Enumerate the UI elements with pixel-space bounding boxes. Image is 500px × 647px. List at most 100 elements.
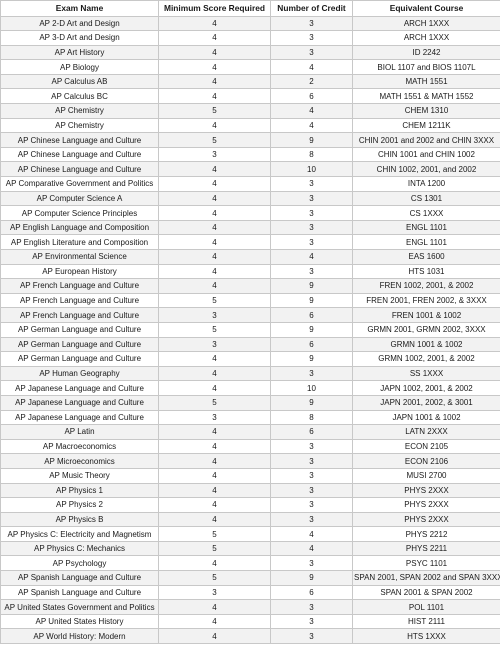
equivalent-course-cell: HTS 1031 [352,263,500,280]
equivalent-course-cell: ID 2242 [352,44,500,61]
credit-cell: 6 [270,336,353,353]
minimum-score-cell: 4 [158,88,271,105]
exam-name-cell: AP Biology [0,59,159,75]
credit-cell: 9 [270,351,353,367]
table-row: AP European History 4 3 HTS 1031 [0,263,500,280]
minimum-score-cell: 3 [158,307,271,323]
minimum-score-cell: 4 [158,599,271,615]
credit-cell: 3 [270,511,353,528]
equivalent-course-cell: POL 1101 [352,599,500,615]
minimum-score-cell: 4 [158,219,271,236]
table-row: AP Physics C: Electricity and Magnetism 5… [0,526,500,542]
credit-cell: 3 [270,467,353,484]
minimum-score-cell: 4 [158,30,271,46]
minimum-score-cell: 5 [158,570,271,586]
exam-name-cell: AP Physics C: Mechanics [0,540,159,557]
credit-cell: 3 [270,365,353,382]
table-row: AP Calculus AB 4 2 MATH 1551 [0,73,500,90]
credit-cell: 10 [270,161,353,178]
credit-cell: 3 [270,453,353,469]
minimum-score-cell: 4 [158,205,271,221]
minimum-score-cell: 4 [158,467,271,484]
table-row: AP 2-D Art and Design 4 3 ARCH 1XXX [0,15,500,32]
equivalent-course-cell: GRMN 1001 & 1002 [352,336,500,353]
table-row: AP Calculus BC 4 6 MATH 1551 & MATH 1552 [0,88,500,105]
credit-cell: 3 [270,15,353,32]
exam-name-cell: AP French Language and Culture [0,278,159,294]
credit-cell: 9 [270,394,353,411]
table-body: AP 2-D Art and Design 4 3 ARCH 1XXX AP 3-D A… [0,15,500,645]
equivalent-course-cell: SPAN 2001 & SPAN 2002 [352,584,500,601]
minimum-score-cell: 4 [158,511,271,528]
equivalent-course-cell: CHIN 2001 and 2002 and CHIN 3XXX [352,132,500,148]
credit-cell: 4 [270,249,353,265]
exam-name-cell: AP United States Government and Politics [0,599,159,615]
equivalent-course-cell: FREN 2001, FREN 2002, & 3XXX [352,292,500,309]
exam-name-cell: AP Physics C: Electricity and Magnetism [0,526,159,542]
table-row: AP Japanese Language and Culture 3 8 JAPN 1… [0,409,500,426]
exam-name-cell: AP Calculus AB [0,73,159,90]
table-row: AP French Language and Culture 5 9 FREN 200… [0,292,500,309]
equivalent-course-cell: LATN 2XXX [352,424,500,440]
table-row: AP Computer Science A 4 3 CS 1301 [0,190,500,207]
credit-cell: 3 [270,613,353,630]
equivalent-course-cell: ENGL 1101 [352,234,500,250]
minimum-score-cell: 4 [158,249,271,265]
header-minimum-score: Minimum Score Required [158,0,271,17]
table-row: AP Music Theory 4 3 MUSI 2700 [0,467,500,484]
table-row: AP Human Geography 4 3 SS 1XXX [0,365,500,382]
minimum-score-cell: 4 [158,190,271,207]
credit-cell: 6 [270,584,353,601]
equivalent-course-cell: FREN 1002, 2001, & 2002 [352,278,500,294]
exam-name-cell: AP Computer Science A [0,190,159,207]
exam-name-cell: AP United States History [0,613,159,630]
table-row: AP German Language and Culture 5 9 GRMN 200… [0,321,500,338]
equivalent-course-cell: MUSI 2700 [352,467,500,484]
credit-cell: 6 [270,424,353,440]
exam-name-cell: AP Comparative Government and Politics [0,176,159,192]
equivalent-course-cell: CS 1XXX [352,205,500,221]
equivalent-course-cell: SS 1XXX [352,365,500,382]
credit-cell: 9 [270,278,353,294]
equivalent-course-cell: CS 1301 [352,190,500,207]
minimum-score-cell: 4 [158,613,271,630]
exam-name-cell: AP Chemistry [0,117,159,134]
minimum-score-cell: 4 [158,15,271,32]
exam-name-cell: AP Physics 2 [0,497,159,513]
table-row: AP Art History 4 3 ID 2242 [0,44,500,61]
exam-name-cell: AP Chemistry [0,103,159,119]
exam-name-cell: AP Spanish Language and Culture [0,584,159,601]
equivalent-course-cell: EAS 1600 [352,249,500,265]
equivalent-course-cell: HTS 1XXX [352,628,500,645]
minimum-score-cell: 4 [158,117,271,134]
credit-cell: 3 [270,30,353,46]
exam-name-cell: AP Chinese Language and Culture [0,146,159,163]
minimum-score-cell: 5 [158,526,271,542]
table-row: AP Comparative Government and Politics 4 3… [0,176,500,192]
minimum-score-cell: 4 [158,628,271,645]
equivalent-course-cell: CHIN 1001 and CHIN 1002 [352,146,500,163]
minimum-score-cell: 5 [158,321,271,338]
minimum-score-cell: 3 [158,584,271,601]
equivalent-course-cell: ARCH 1XXX [352,15,500,32]
table-row: AP Chemistry 4 4 CHEM 1211K [0,117,500,134]
equivalent-course-cell: PSYC 1101 [352,555,500,572]
equivalent-course-cell: JAPN 2001, 2002, & 3001 [352,394,500,411]
table-row: AP Computer Science Principles 4 3 CS 1XXX [0,205,500,221]
table-row: AP Chinese Language and Culture 3 8 CHIN 10… [0,146,500,163]
minimum-score-cell: 4 [158,438,271,455]
credit-cell: 3 [270,205,353,221]
equivalent-course-cell: MATH 1551 & MATH 1552 [352,88,500,105]
table-row: AP Chemistry 5 4 CHEM 1310 [0,103,500,119]
minimum-score-cell: 4 [158,351,271,367]
minimum-score-cell: 4 [158,263,271,280]
equivalent-course-cell: CHEM 1310 [352,103,500,119]
equivalent-course-cell: HIST 2111 [352,613,500,630]
exam-name-cell: AP Chinese Language and Culture [0,161,159,178]
credit-cell: 10 [270,380,353,396]
credit-cell: 3 [270,190,353,207]
table-row: AP Microeconomics 4 3 ECON 2106 [0,453,500,469]
equivalent-course-cell: SPAN 2001, SPAN 2002 and SPAN 3XXX [352,570,500,586]
equivalent-course-cell: BIOL 1107 and BIOS 1107L [352,59,500,75]
credit-cell: 2 [270,73,353,90]
